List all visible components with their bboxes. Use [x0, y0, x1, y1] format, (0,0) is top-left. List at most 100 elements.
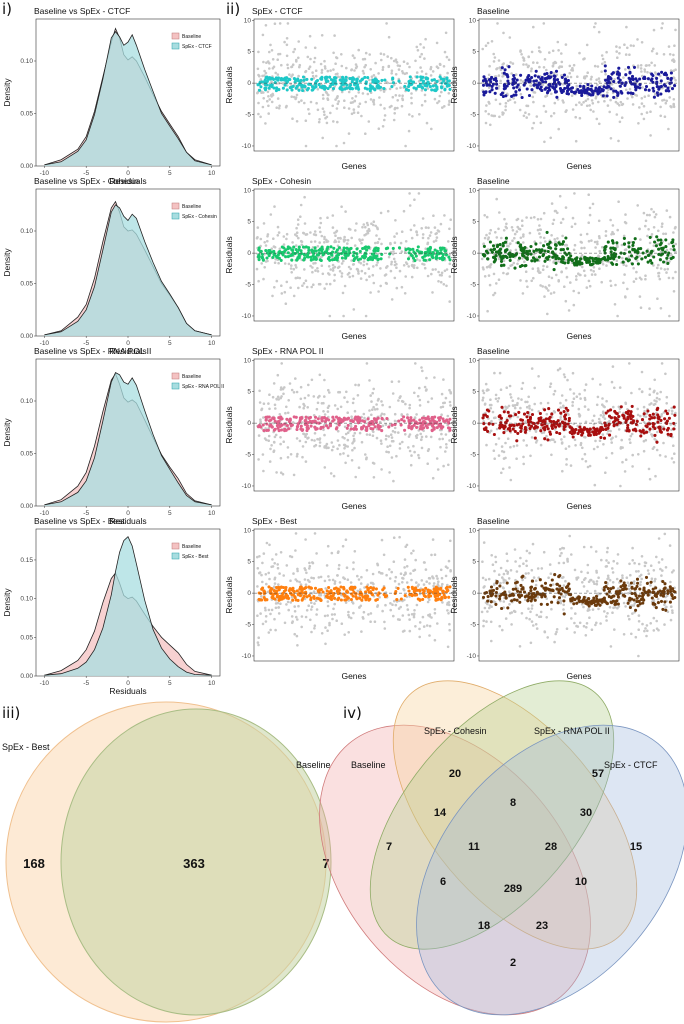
data-point	[656, 392, 659, 395]
data-point	[656, 266, 659, 270]
data-point	[270, 444, 273, 447]
data-point	[401, 581, 404, 584]
highlighted-point	[502, 84, 506, 88]
data-point	[503, 217, 506, 221]
highlighted-point	[268, 77, 273, 81]
data-point	[672, 76, 676, 80]
data-point	[571, 371, 575, 375]
data-point	[532, 61, 535, 64]
highlighted-point	[267, 419, 272, 423]
highlighted-point	[587, 92, 592, 96]
highlighted-point	[551, 82, 555, 86]
highlighted-point	[260, 252, 264, 256]
data-point	[567, 413, 570, 416]
data-point	[386, 445, 389, 449]
data-point	[672, 105, 676, 109]
data-point	[644, 277, 647, 281]
highlighted-point	[408, 75, 412, 79]
data-point	[424, 72, 428, 76]
highlighted-point	[540, 77, 544, 81]
data-point	[314, 74, 318, 78]
data-point	[636, 38, 639, 41]
data-point	[415, 45, 419, 49]
data-point	[533, 386, 536, 390]
data-point	[643, 70, 647, 73]
highlighted-point	[612, 80, 616, 84]
highlighted-point	[662, 72, 666, 76]
highlighted-point	[408, 422, 412, 426]
highlighted-point	[354, 427, 358, 431]
data-point	[352, 434, 355, 438]
data-point	[615, 45, 618, 48]
data-point	[653, 378, 656, 382]
data-point	[404, 144, 407, 148]
density-area	[44, 536, 212, 676]
data-point	[492, 52, 496, 56]
data-point	[622, 281, 625, 285]
data-point	[519, 406, 522, 410]
highlighted-point	[486, 257, 490, 261]
data-point	[488, 283, 492, 287]
data-point	[551, 222, 555, 225]
data-point	[318, 241, 322, 244]
highlighted-point	[625, 429, 629, 433]
data-point	[580, 103, 583, 106]
y-tick-label: 10	[469, 187, 477, 194]
legend-swatch	[171, 32, 180, 40]
data-point	[286, 446, 290, 449]
data-point	[333, 273, 337, 277]
data-point	[667, 45, 671, 48]
data-point	[405, 565, 409, 568]
data-point	[265, 61, 268, 64]
highlighted-point	[482, 244, 486, 248]
data-point	[266, 90, 270, 94]
y-tick-label: -10	[467, 483, 477, 490]
data-point	[668, 53, 672, 56]
highlighted-point	[283, 249, 287, 253]
data-point	[366, 231, 370, 235]
highlighted-point	[366, 417, 370, 421]
highlighted-point	[441, 257, 445, 261]
data-point	[600, 280, 603, 284]
highlighted-point	[655, 76, 659, 80]
y-tick-label: 10	[244, 17, 252, 24]
data-point	[290, 615, 294, 618]
data-point	[536, 267, 540, 270]
highlighted-point	[265, 415, 270, 419]
data-point	[395, 454, 398, 458]
data-point	[539, 401, 543, 405]
highlighted-point	[661, 248, 665, 252]
data-point	[603, 60, 607, 64]
highlighted-point	[586, 82, 590, 87]
data-point	[437, 280, 440, 283]
data-point	[331, 226, 335, 229]
highlighted-point	[622, 416, 626, 420]
data-point	[642, 449, 646, 453]
data-point	[600, 70, 603, 73]
y-tick-label: 0.05	[20, 281, 33, 288]
highlighted-point	[387, 425, 391, 429]
data-point	[439, 568, 443, 572]
highlighted-point	[566, 78, 570, 83]
data-point	[289, 83, 293, 86]
data-point	[410, 552, 413, 555]
data-point	[380, 400, 383, 403]
highlighted-point	[308, 419, 312, 423]
data-point	[631, 465, 634, 468]
legend-label: Baseline	[182, 34, 201, 40]
highlighted-point	[655, 408, 659, 412]
data-point	[542, 104, 546, 108]
data-point	[313, 432, 317, 435]
x-tick-label: -10	[40, 170, 50, 177]
highlighted-point	[576, 87, 580, 92]
data-point	[511, 399, 514, 403]
y-tick-label: -10	[467, 313, 477, 320]
highlighted-point	[321, 425, 325, 429]
data-point	[552, 218, 556, 222]
x-tick-label: 10	[208, 170, 216, 177]
data-point	[495, 236, 499, 239]
highlighted-point	[285, 88, 289, 92]
highlighted-point	[546, 249, 550, 254]
data-point	[446, 645, 450, 649]
